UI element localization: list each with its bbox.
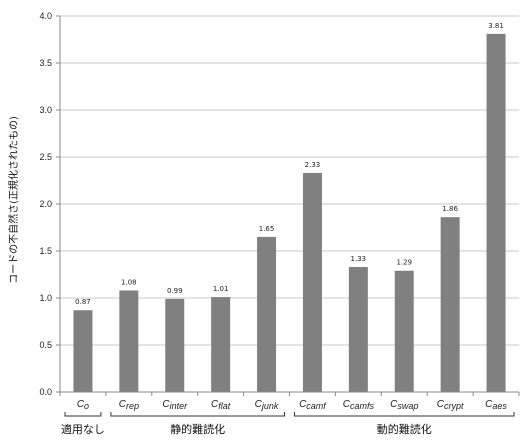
- y-tick-label: 0.5: [39, 340, 52, 350]
- data-label-aes: 3.81: [488, 22, 504, 30]
- x-tick-label-camfs: Ccamfs: [343, 399, 375, 411]
- bar-rep: [119, 290, 139, 392]
- y-tick-label: 0.0: [39, 387, 52, 397]
- x-tick-label-o: Co: [77, 399, 89, 411]
- data-label-camf: 2.33: [305, 161, 321, 169]
- data-label-flat: 1.01: [213, 285, 229, 293]
- data-label-rep: 1.08: [121, 278, 137, 286]
- bar-swap: [394, 270, 414, 392]
- bar-junk: [257, 236, 277, 392]
- data-label-inter: 0.99: [167, 287, 183, 295]
- x-tick-label-flat: Cflat: [211, 399, 231, 411]
- x-tick-label-inter: Cinter: [162, 399, 188, 411]
- y-axis-ticks: 0.0 0.5 1.0 1.5 2.0 2.5 3.0 3.5 4.0: [39, 11, 60, 397]
- x-axis: [59, 391, 520, 396]
- data-label-crypt: 1.86: [442, 205, 458, 213]
- data-label-camfs: 1.33: [351, 255, 367, 263]
- bars: [73, 33, 506, 393]
- y-tick-label: 3.5: [39, 58, 52, 68]
- data-labels: 0.87 1.08 0.99 1.01 1.65 2.33 1.33 1.29 1.86 3.81: [75, 22, 504, 306]
- bar-aes: [486, 33, 506, 393]
- data-label-junk: 1.65: [259, 225, 275, 233]
- y-tick-label: 1.5: [39, 246, 52, 256]
- y-axis-title: コードの不自然さ(正規化されたもの): [7, 116, 20, 284]
- x-tick-label-camf: Ccamf: [299, 399, 327, 411]
- group-bracket: [110, 412, 285, 417]
- bar-flat: [211, 297, 231, 392]
- y-tick-label: 3.0: [39, 105, 52, 115]
- bar-camfs: [348, 266, 368, 392]
- group-bracket: [64, 412, 102, 417]
- x-tick-label-crypt: Ccrypt: [437, 399, 464, 411]
- x-tick-label-junk: Cjunk: [255, 399, 279, 411]
- bar-camf: [302, 172, 322, 392]
- bar-crypt: [440, 217, 460, 392]
- category-labels: Co Crep Cinter Cflat Cjunk Ccamf Ccamfs Cswap Cc…: [77, 399, 508, 411]
- group-bracket: [294, 412, 515, 417]
- x-tick-label-rep: Crep: [119, 399, 139, 411]
- bar-o: [73, 310, 93, 392]
- x-tick-label-swap: Cswap: [390, 399, 418, 411]
- x-tick-label-aes: Caes: [485, 399, 507, 411]
- group-label: 動的難読化: [377, 422, 432, 436]
- y-tick-label: 2.5: [39, 152, 52, 162]
- y-tick-label: 4.0: [39, 11, 52, 21]
- y-tick-label: 1.0: [39, 293, 52, 303]
- data-label-swap: 1.29: [396, 259, 412, 267]
- bar-inter: [165, 298, 185, 392]
- y-tick-label: 2.0: [39, 199, 52, 209]
- group-label: 静的難読化: [170, 422, 225, 436]
- group-label: 適用なし: [61, 422, 105, 436]
- group-brackets: 適用なし 静的難読化 動的難読化: [61, 412, 515, 436]
- data-label-o: 0.87: [75, 298, 91, 306]
